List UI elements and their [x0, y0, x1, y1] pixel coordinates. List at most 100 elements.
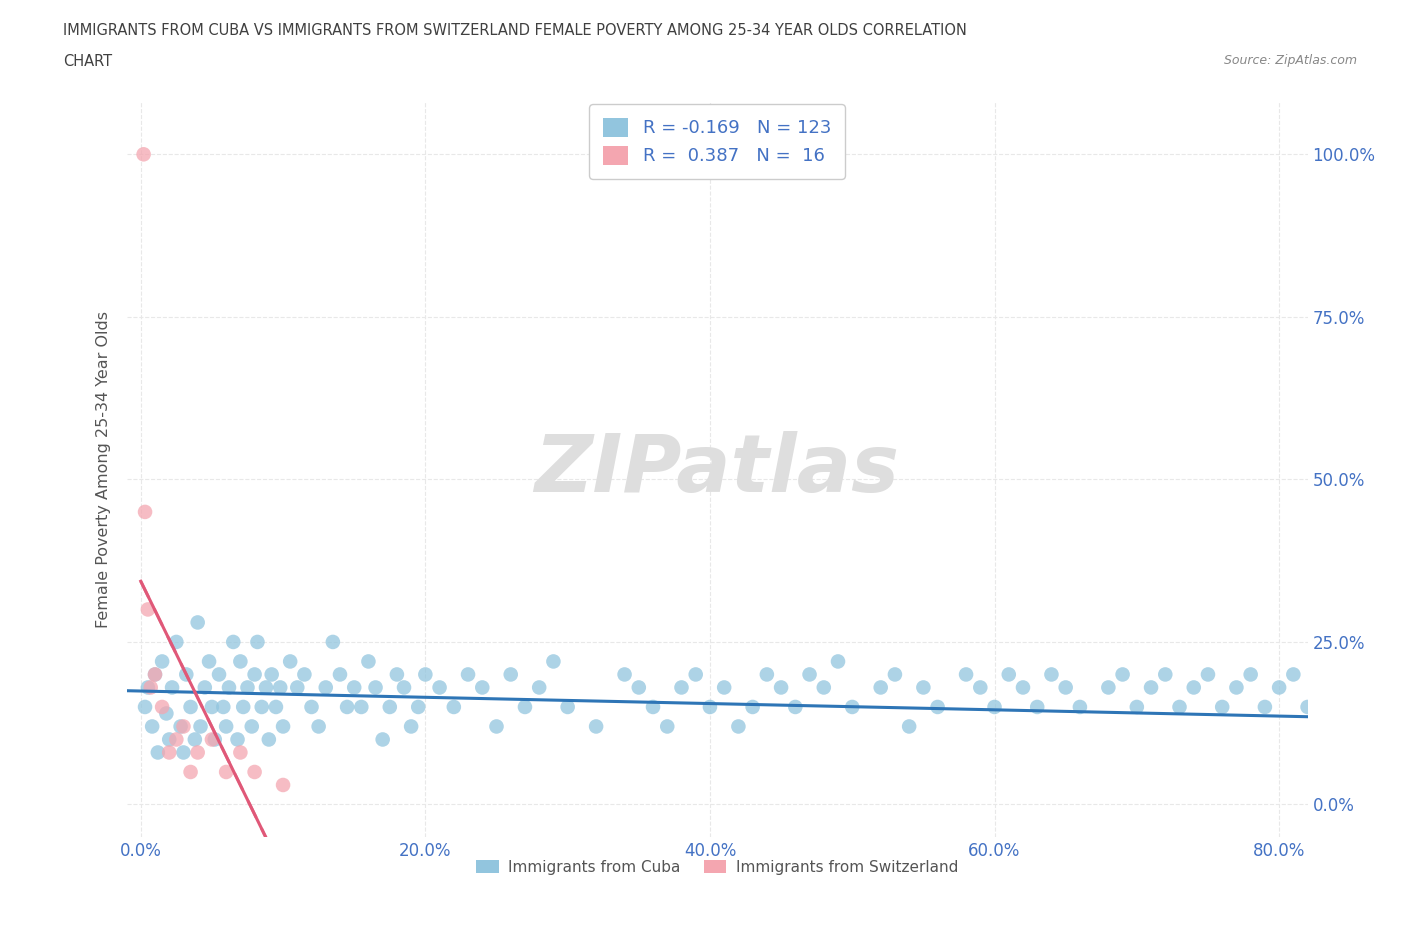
- Point: [157, 745, 180, 760]
- Point: [180, 764, 202, 779]
- Point: [160, 680, 183, 695]
- Point: [1054, 680, 1077, 695]
- Point: [406, 699, 429, 714]
- Text: ZIPatlas: ZIPatlas: [534, 431, 900, 509]
- Point: [713, 680, 735, 695]
- Point: [1126, 699, 1149, 714]
- Point: [308, 719, 330, 734]
- Point: [955, 667, 977, 682]
- Point: [641, 699, 664, 714]
- Point: [250, 699, 273, 714]
- Point: [471, 680, 494, 695]
- Point: [201, 732, 224, 747]
- Point: [1012, 680, 1035, 695]
- Point: [165, 732, 187, 747]
- Point: [543, 654, 565, 669]
- Point: [254, 680, 277, 695]
- Point: [218, 680, 240, 695]
- Point: [1324, 667, 1347, 682]
- Point: [232, 699, 254, 714]
- Point: [1240, 667, 1263, 682]
- Point: [392, 680, 415, 695]
- Point: [813, 680, 835, 695]
- Point: [1353, 680, 1375, 695]
- Point: [527, 680, 550, 695]
- Point: [1368, 667, 1391, 682]
- Point: [215, 764, 238, 779]
- Point: [201, 699, 224, 714]
- Point: [443, 699, 465, 714]
- Point: [155, 706, 177, 721]
- Point: [184, 732, 207, 747]
- Point: [1097, 680, 1119, 695]
- Point: [869, 680, 891, 695]
- Point: [180, 699, 202, 714]
- Point: [1310, 680, 1333, 695]
- Point: [139, 680, 162, 695]
- Point: [884, 667, 907, 682]
- Point: [229, 654, 252, 669]
- Point: [150, 699, 173, 714]
- Point: [613, 667, 636, 682]
- Point: [399, 719, 422, 734]
- Point: [246, 634, 269, 649]
- Point: [912, 680, 935, 695]
- Point: [208, 667, 231, 682]
- Point: [364, 680, 387, 695]
- Text: IMMIGRANTS FROM CUBA VS IMMIGRANTS FROM SWITZERLAND FEMALE POVERTY AMONG 25-34 Y: IMMIGRANTS FROM CUBA VS IMMIGRANTS FROM …: [63, 23, 967, 38]
- Y-axis label: Female Poverty Among 25-34 Year Olds: Female Poverty Among 25-34 Year Olds: [96, 312, 111, 628]
- Legend: Immigrants from Cuba, Immigrants from Switzerland: Immigrants from Cuba, Immigrants from Sw…: [470, 854, 965, 881]
- Point: [627, 680, 650, 695]
- Point: [657, 719, 679, 734]
- Point: [429, 680, 451, 695]
- Point: [385, 667, 408, 682]
- Point: [278, 654, 301, 669]
- Point: [671, 680, 693, 695]
- Point: [136, 602, 159, 617]
- Point: [146, 745, 169, 760]
- Point: [585, 719, 607, 734]
- Point: [513, 699, 536, 714]
- Point: [1111, 667, 1133, 682]
- Point: [350, 699, 373, 714]
- Point: [190, 719, 212, 734]
- Point: [157, 732, 180, 747]
- Point: [1225, 680, 1247, 695]
- Point: [271, 719, 294, 734]
- Point: [172, 719, 194, 734]
- Text: CHART: CHART: [63, 54, 112, 69]
- Point: [727, 719, 749, 734]
- Point: [927, 699, 949, 714]
- Point: [134, 504, 156, 519]
- Point: [1254, 699, 1277, 714]
- Point: [371, 732, 394, 747]
- Point: [785, 699, 807, 714]
- Text: Source: ZipAtlas.com: Source: ZipAtlas.com: [1223, 54, 1357, 67]
- Point: [194, 680, 217, 695]
- Point: [770, 680, 793, 695]
- Point: [187, 745, 209, 760]
- Point: [685, 667, 707, 682]
- Point: [187, 615, 209, 630]
- Point: [143, 667, 166, 682]
- Point: [294, 667, 316, 682]
- Point: [222, 634, 245, 649]
- Point: [1069, 699, 1091, 714]
- Point: [997, 667, 1019, 682]
- Point: [260, 667, 283, 682]
- Point: [172, 745, 194, 760]
- Point: [165, 634, 187, 649]
- Point: [1040, 667, 1063, 682]
- Point: [1168, 699, 1191, 714]
- Point: [1026, 699, 1049, 714]
- Point: [841, 699, 863, 714]
- Point: [827, 654, 849, 669]
- Point: [198, 654, 221, 669]
- Point: [271, 777, 294, 792]
- Point: [799, 667, 821, 682]
- Point: [898, 719, 921, 734]
- Point: [169, 719, 191, 734]
- Point: [212, 699, 235, 714]
- Point: [699, 699, 721, 714]
- Point: [1268, 680, 1291, 695]
